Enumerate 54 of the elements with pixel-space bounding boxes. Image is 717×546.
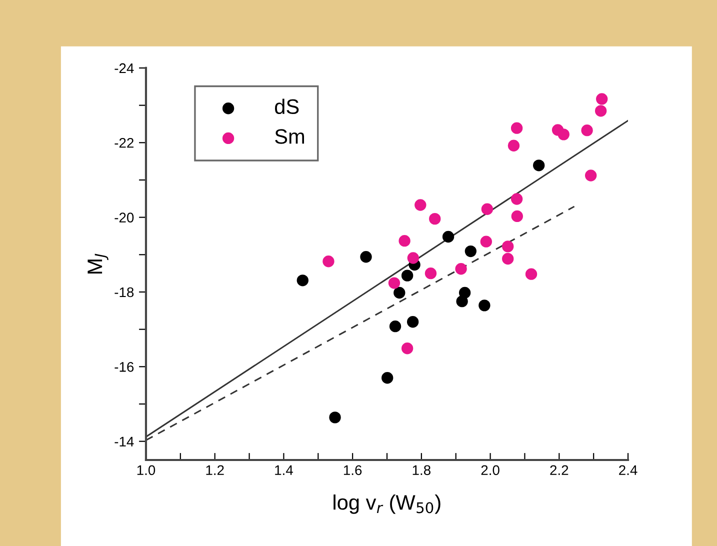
- y-tick-label: -14: [114, 436, 134, 446]
- x-axis-title: log v$_{r}$ (W$_{50}$): [334, 494, 440, 514]
- point: [388, 277, 400, 289]
- x-tick-label: 2.2: [550, 465, 568, 475]
- legend-label: Sm: [275, 129, 304, 144]
- point: [525, 268, 538, 280]
- point: [455, 263, 467, 275]
- point: [414, 199, 426, 211]
- point: [458, 286, 471, 299]
- y-tick-label: -22: [114, 138, 134, 148]
- point: [510, 122, 523, 134]
- y-tick-label: -16: [114, 362, 134, 372]
- point: [558, 128, 570, 140]
- point: [584, 170, 597, 182]
- point: [407, 252, 420, 264]
- point: [429, 212, 441, 225]
- point: [596, 93, 608, 105]
- y-axis-title: M$_{J}$: [88, 254, 108, 274]
- x-tick-label: 2.0: [481, 465, 500, 476]
- point: [398, 235, 410, 247]
- point: [360, 251, 372, 263]
- point: [502, 240, 514, 252]
- point: [510, 193, 523, 205]
- point: [508, 140, 520, 152]
- point: [464, 245, 477, 258]
- point: [296, 274, 308, 286]
- x-tick-label: 1.8: [412, 465, 430, 476]
- point: [424, 267, 437, 280]
- point: [406, 316, 419, 328]
- y-tick-label: -24: [114, 63, 134, 74]
- point: [401, 270, 414, 282]
- legend-label: dS: [275, 98, 299, 114]
- point: [401, 342, 414, 354]
- x-tick-label: 2.4: [619, 465, 638, 475]
- point: [394, 286, 406, 299]
- point: [382, 372, 394, 384]
- x-tick-label: 1.2: [206, 465, 224, 475]
- point: [511, 210, 523, 222]
- point: [480, 236, 492, 248]
- point: [322, 256, 334, 268]
- point: [329, 412, 341, 424]
- point: [481, 203, 494, 215]
- x-tick-label: 1.4: [275, 465, 293, 475]
- point: [478, 300, 490, 312]
- point: [442, 230, 454, 243]
- y-tick-label: -18: [114, 287, 134, 298]
- x-tick-label: 1.0: [137, 465, 156, 476]
- x-tick-label: 1.6: [344, 465, 362, 476]
- point: [594, 105, 607, 117]
- point: [581, 124, 593, 136]
- y-tick-label: -20: [114, 212, 134, 222]
- point: [389, 320, 402, 332]
- point: [502, 252, 514, 265]
- point: [533, 160, 545, 172]
